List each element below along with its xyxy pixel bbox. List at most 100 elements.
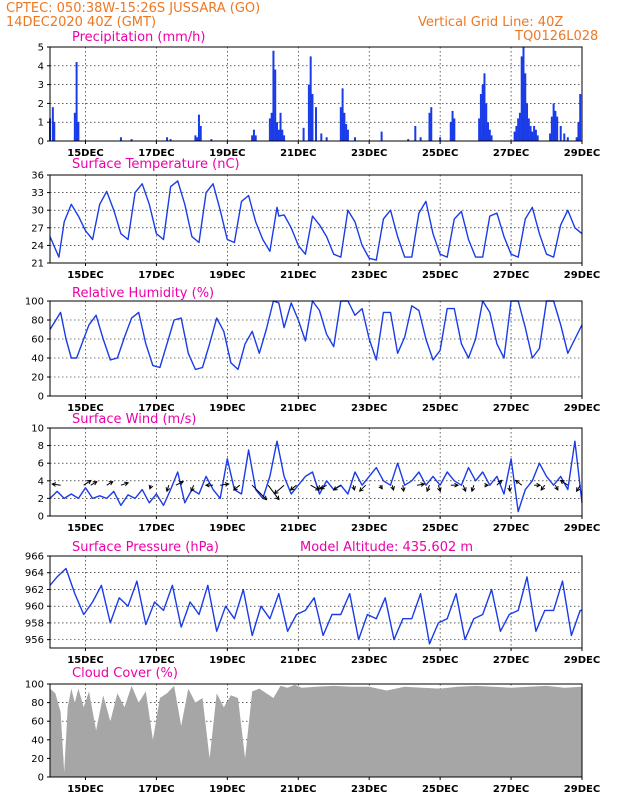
precip-bar <box>197 114 200 141</box>
model-label: TQ0126L028 <box>514 29 598 44</box>
wind-arrow <box>496 479 503 486</box>
x-tick-label: 29DEC <box>564 655 600 666</box>
precip-bar <box>130 139 133 141</box>
precip-bar <box>488 129 491 141</box>
wind-arrow <box>316 485 322 492</box>
precip-bar <box>577 122 580 141</box>
y-tick-label: 21 <box>31 259 44 270</box>
wind-arrow <box>378 484 383 490</box>
precip-bar <box>309 56 312 141</box>
panel-frame <box>49 46 583 142</box>
wind-arrow-shaft <box>437 485 441 492</box>
humidity-title: Relative Humidity (%) <box>72 286 214 301</box>
precip-bar <box>341 88 344 141</box>
precip-bar <box>552 103 555 141</box>
wind-arrow-head <box>576 487 581 493</box>
wind-arrow <box>554 484 559 491</box>
precip-bar <box>534 129 537 141</box>
cloud-cover-area <box>50 684 582 777</box>
y-tick-label: 956 <box>25 635 44 646</box>
x-tick-label: 29DEC <box>564 148 600 159</box>
y-tick-label: 0 <box>38 392 44 403</box>
y-tick-label: 1 <box>38 118 44 129</box>
wind-arrow-shaft <box>576 484 581 492</box>
wind-arrow-shaft <box>106 481 114 486</box>
x-tick-label: 17DEC <box>138 403 174 414</box>
x-tick-label: 27DEC <box>493 148 529 159</box>
grid-lines <box>50 427 583 517</box>
wind-arrow-head <box>204 482 210 488</box>
x-tick-label: 23DEC <box>351 270 387 281</box>
y-tick-label: 40 <box>31 735 44 746</box>
precip-bar <box>272 50 275 142</box>
precip-bar <box>77 122 80 141</box>
precip-bar <box>430 107 433 141</box>
wind-arrow <box>319 484 327 490</box>
precip-bar <box>53 122 56 141</box>
precip-bar <box>283 135 286 141</box>
precip-bar <box>522 47 525 141</box>
precip-bar <box>346 129 349 141</box>
wind-arrow-head <box>559 479 565 485</box>
precip-bar <box>279 112 282 141</box>
wind-arrow-shaft <box>462 485 467 492</box>
x-tick-label: 21DEC <box>280 655 316 666</box>
wind-title: Surface Wind (m/s) <box>72 412 196 427</box>
wind-arrow <box>273 484 285 495</box>
wind-arrow-shaft <box>320 484 327 490</box>
wind-arrow-head <box>536 482 542 488</box>
wind-arrow-head <box>224 482 230 487</box>
y-tick-label: 5 <box>38 43 44 54</box>
precip-bar <box>166 137 169 141</box>
pressure-series-line <box>49 567 582 645</box>
precip-bar <box>325 137 328 141</box>
wind-arrow <box>220 482 230 487</box>
wind-arrow-head <box>514 479 520 485</box>
precip-bar <box>196 137 199 141</box>
precip-bar <box>51 107 54 141</box>
wind-arrow <box>51 482 61 487</box>
wind-arrow-head <box>554 485 559 491</box>
x-tick-label: 17DEC <box>138 270 174 281</box>
precip-bar <box>75 62 78 141</box>
precip-bar <box>254 135 257 141</box>
x-tick-label: 17DEC <box>138 523 174 534</box>
wind-arrow-head <box>540 485 546 491</box>
x-tick-label: 19DEC <box>209 148 245 159</box>
x-tick-label: 21DEC <box>280 403 316 414</box>
precip-bar <box>526 103 529 141</box>
wind-arrow-head <box>420 482 426 487</box>
x-tick-label: 25DEC <box>422 523 458 534</box>
wind-arrow-shaft <box>496 480 503 486</box>
wind-arrow-shaft <box>220 483 229 486</box>
precip-bar <box>453 118 456 141</box>
precip-bar <box>307 84 310 141</box>
precip-bar <box>487 122 490 141</box>
wind-arrow <box>251 484 268 501</box>
precip-bar <box>536 135 539 141</box>
y-tick-label: 0 <box>38 512 44 523</box>
wind-arrow <box>416 482 426 487</box>
grid-lines <box>50 174 583 264</box>
wind-arrow-head <box>358 487 364 492</box>
x-tick-label: 29DEC <box>564 270 600 281</box>
y-tick-label: 6 <box>38 459 44 470</box>
wind-arrow-head <box>426 487 431 493</box>
x-tick-label: 19DEC <box>209 403 245 414</box>
wind-arrow-shaft <box>359 484 367 492</box>
cloud-cover-title: Cloud Cover (%) <box>72 666 178 681</box>
wind-arrow <box>390 485 395 492</box>
precip-bar <box>169 139 172 141</box>
x-tick-label: 19DEC <box>209 523 245 534</box>
wind-panel: Surface Wind (m/s) 0 2 4 6 8 10 15DEC 17DEC 19DE… <box>31 412 600 534</box>
wind-arrow-head <box>165 487 171 493</box>
wind-arrow <box>484 482 490 488</box>
precip-bar <box>531 131 534 141</box>
x-tick-label: 15DEC <box>67 403 103 414</box>
wind-arrow <box>332 484 342 491</box>
grid-lines <box>50 300 583 397</box>
y-tick-label: 60 <box>31 335 44 346</box>
wind-arrow-head <box>275 495 280 501</box>
x-tick-label: 27DEC <box>493 403 529 414</box>
